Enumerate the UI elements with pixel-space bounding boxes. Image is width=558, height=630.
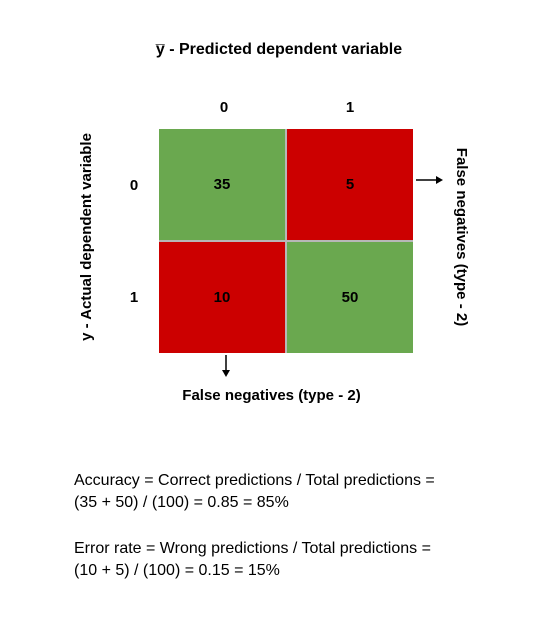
bottom-false-negatives-label: False negatives (type - 2) [182,387,361,404]
down-arrow-icon [222,355,230,377]
cell-true-negative: 35 [159,129,285,240]
right-false-negatives-label: False negatives (type - 2) [453,147,470,327]
cell-value: 5 [345,176,355,193]
accuracy-formula-line2: (35 + 50) / (100) = 0.85 = 85% [74,494,289,511]
confusion-matrix: 35 5 10 50 [159,129,413,353]
cell-false-positive: 5 [287,129,413,240]
row-header-0: 0 [129,177,139,194]
actual-variable-label: y - Actual dependent variable [78,133,95,341]
accuracy-formula-line1: Accuracy = Correct predictions / Total p… [74,472,435,489]
error-rate-formula-line1: Error rate = Wrong predictions / Total p… [74,540,431,557]
cell-true-positive: 50 [287,242,413,353]
cell-value: 35 [213,176,231,193]
cell-value: 50 [341,289,359,306]
predicted-variable-title: y̅ - Predicted dependent variable [155,41,403,58]
column-header-1: 1 [345,99,355,116]
column-header-0: 0 [219,99,229,116]
cell-false-negative: 10 [159,242,285,353]
error-rate-formula-line2: (10 + 5) / (100) = 0.15 = 15% [74,562,280,579]
row-header-1: 1 [129,289,139,306]
right-arrow-icon [416,176,443,184]
cell-value: 10 [213,289,231,306]
